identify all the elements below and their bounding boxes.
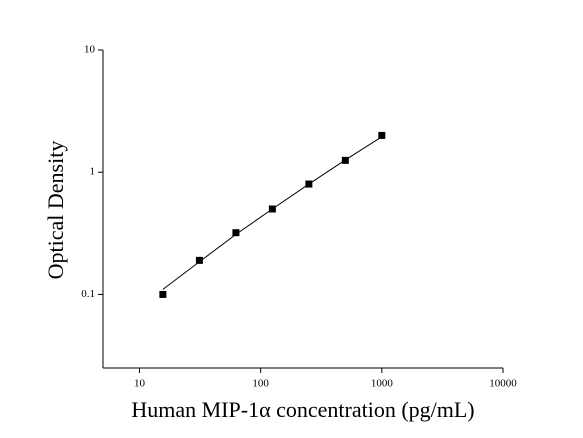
y-tick-label: 10 (84, 44, 96, 56)
x-tick-label: 10 (134, 378, 146, 390)
x-tick-label: 100 (252, 378, 269, 390)
data-point (232, 229, 240, 237)
data-point (195, 256, 203, 264)
fit-line (162, 136, 383, 290)
y-tick-label: 1 (90, 166, 96, 178)
x-axis-label: Human MIP-1α concentration (pg/mL) (131, 397, 474, 422)
x-tick-label: 10000 (489, 378, 517, 390)
data-point (159, 290, 167, 298)
y-axis-label: Optical Density (43, 141, 68, 280)
x-tick-label: 1000 (371, 378, 394, 390)
data-point (378, 131, 386, 139)
y-tick-label: 0.1 (81, 288, 95, 300)
